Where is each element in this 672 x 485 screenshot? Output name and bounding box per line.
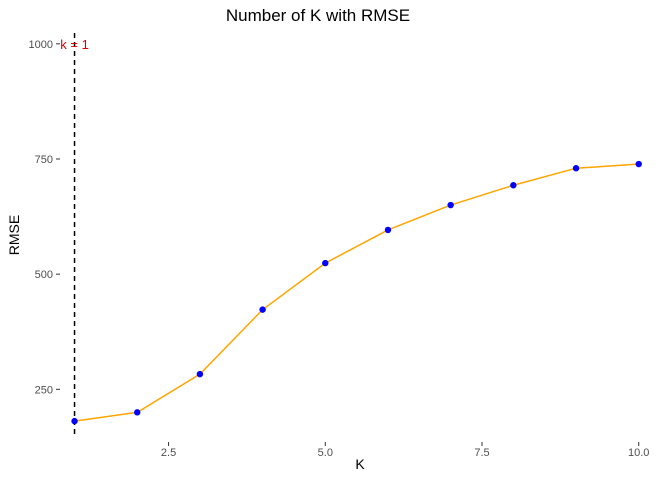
data-point [71,417,78,425]
x-tick-label: 7.5 [474,447,489,459]
data-point [510,182,517,189]
data-point [134,409,141,416]
reference-line-label: k = 1 [60,37,89,52]
data-point [322,259,329,267]
data-point [384,226,392,234]
data-point [635,160,642,168]
x-axis-label: K [355,456,365,472]
data-point [196,370,204,378]
data-point [572,165,580,172]
y-tick-label: 750 [35,154,53,166]
x-tick-label: 5.0 [318,447,333,459]
y-tick-label: 500 [35,269,53,281]
chart-title: Number of K with RMSE [226,6,410,25]
y-tick-label: 1000 [29,39,53,51]
plot-area: 250 500 750 1000 2.5 5.0 7.5 10.0 k = 1 [29,33,649,459]
y-axis-label: RMSE [6,215,22,255]
data-point [259,306,266,313]
series-line [74,163,639,422]
x-tick-label: 10.0 [628,447,649,459]
x-tick-label: 2.5 [161,447,176,459]
y-tick-label: 250 [35,384,53,396]
data-point [447,201,454,209]
